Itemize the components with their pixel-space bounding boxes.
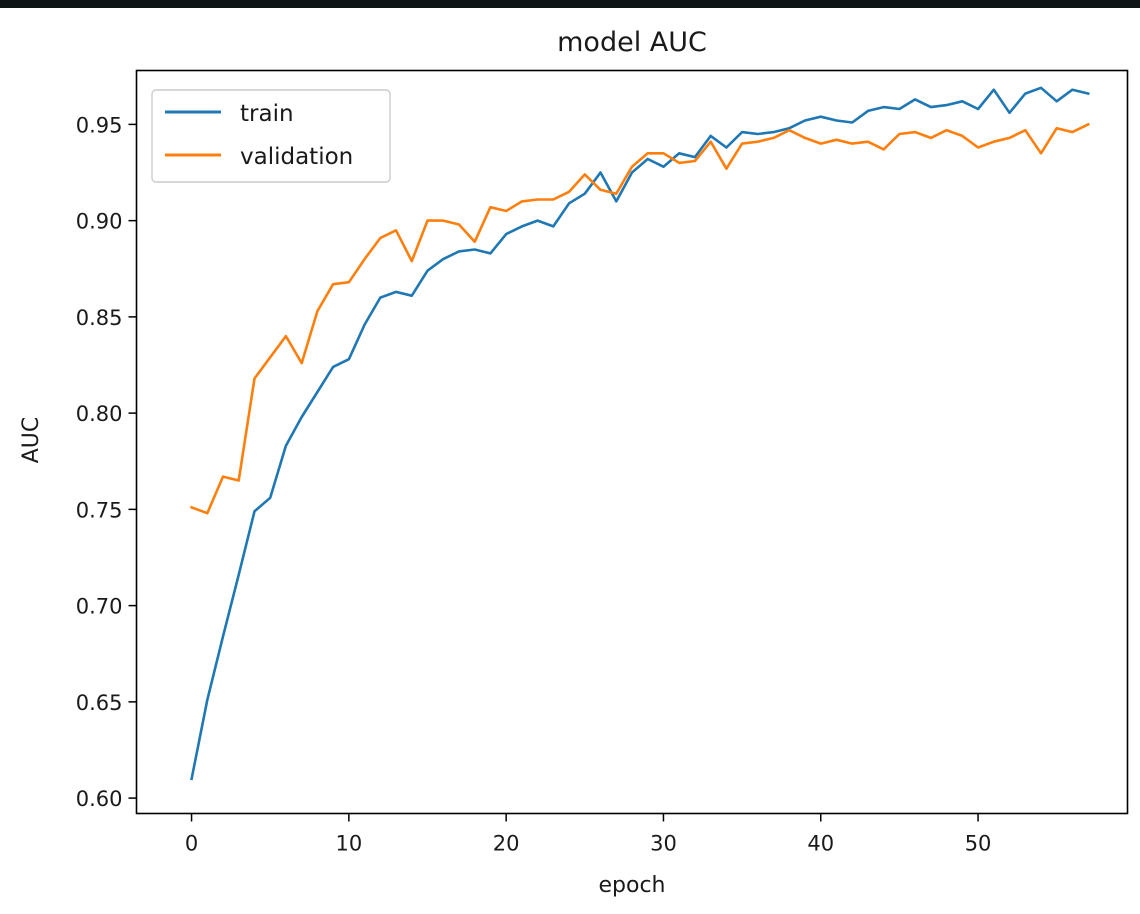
series-line-train xyxy=(190,86,1090,781)
chart-figure: model AUC epoch AUC 0 10 20 30 40 50 0.60 0.65… xyxy=(0,8,1140,910)
top-bar xyxy=(0,0,1140,8)
y-tick-label: 0.60 xyxy=(76,787,123,811)
legend-label-train: train xyxy=(240,101,294,127)
y-tick-label: 0.80 xyxy=(76,402,123,426)
x-ticks: 0 10 20 30 40 50 xyxy=(185,813,992,856)
x-axis-label: epoch xyxy=(599,873,666,898)
x-tick-label: 20 xyxy=(493,832,520,856)
y-tick-label: 0.75 xyxy=(76,498,123,522)
axes-layer xyxy=(135,69,1129,815)
x-tick-label: 0 xyxy=(185,832,198,856)
series-layer xyxy=(189,86,1090,781)
x-tick-label: 40 xyxy=(807,832,834,856)
legend: train validation xyxy=(151,89,391,183)
chart-title: model AUC xyxy=(557,27,707,58)
y-tick-label: 0.90 xyxy=(76,210,123,234)
chart-svg: model AUC epoch AUC 0 10 20 30 40 50 0.60 0.65… xyxy=(19,27,1129,898)
y-axis-label: AUC xyxy=(19,417,44,464)
plot-frame xyxy=(135,69,1129,815)
legend-label-validation: validation xyxy=(240,144,353,170)
series-line-validation xyxy=(189,122,1090,515)
y-tick-label: 0.70 xyxy=(76,595,123,619)
y-tick-label: 0.85 xyxy=(76,306,123,330)
x-tick-label: 30 xyxy=(650,832,677,856)
x-tick-label: 10 xyxy=(335,832,362,856)
y-ticks: 0.60 0.65 0.70 0.75 0.80 0.85 0.90 0.95 xyxy=(76,113,137,811)
y-tick-label: 0.65 xyxy=(76,691,123,715)
y-tick-label: 0.95 xyxy=(76,113,123,137)
x-tick-label: 50 xyxy=(965,832,992,856)
